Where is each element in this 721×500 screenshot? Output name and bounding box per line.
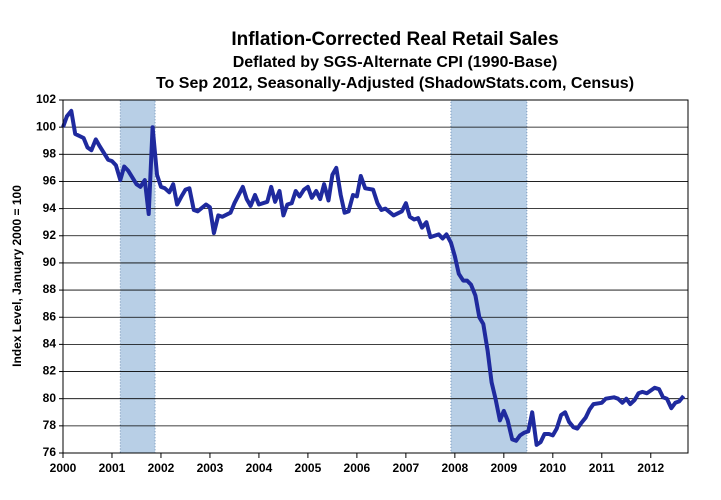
y-tick-label: 80 bbox=[43, 391, 57, 405]
y-tick-label: 78 bbox=[43, 418, 57, 432]
plot-area bbox=[63, 100, 688, 453]
x-tick-label: 2008 bbox=[441, 461, 468, 475]
y-tick-label: 102 bbox=[36, 92, 56, 106]
data-line bbox=[61, 108, 686, 447]
chart-title: Inflation-Corrected Real Retail Sales bbox=[231, 29, 558, 50]
x-tick-label: 2004 bbox=[246, 461, 273, 475]
x-tick-label: 2010 bbox=[539, 461, 566, 475]
x-tick-label: 2000 bbox=[50, 461, 77, 475]
plot-border bbox=[62, 99, 689, 454]
x-tick-label: 2011 bbox=[589, 461, 615, 475]
y-tick-label: 76 bbox=[43, 445, 57, 459]
y-tick-label: 96 bbox=[43, 174, 57, 188]
y-tick-label: 94 bbox=[43, 201, 57, 215]
y-tick-label: 90 bbox=[43, 255, 57, 269]
y-tick-label: 100 bbox=[36, 119, 56, 133]
x-tick-label: 2005 bbox=[295, 461, 322, 475]
x-tick-label: 2012 bbox=[637, 461, 664, 475]
y-tick-label: 84 bbox=[43, 337, 57, 351]
y-tick-label: 98 bbox=[43, 146, 57, 160]
chart-subtitle: Deflated by SGS-Alternate CPI (1990-Base… bbox=[233, 54, 558, 71]
y-tick-label: 86 bbox=[43, 309, 57, 323]
y-tick-label: 92 bbox=[43, 228, 57, 242]
y-tick-label: 88 bbox=[43, 282, 57, 296]
x-tick-label: 2002 bbox=[148, 461, 175, 475]
recession-band bbox=[450, 99, 528, 454]
y-axis-label: Index Level, January 2000 = 100 bbox=[10, 185, 24, 367]
x-tick-label: 2009 bbox=[490, 461, 517, 475]
x-tick-label: 2003 bbox=[197, 461, 224, 475]
x-tick-label: 2001 bbox=[99, 461, 126, 475]
x-tick-label: 2006 bbox=[344, 461, 371, 475]
x-tick-label: 2007 bbox=[393, 461, 420, 475]
chart-subtitle: To Sep 2012, Seasonally-Adjusted (Shadow… bbox=[156, 75, 634, 92]
y-tick-label: 82 bbox=[43, 364, 57, 378]
